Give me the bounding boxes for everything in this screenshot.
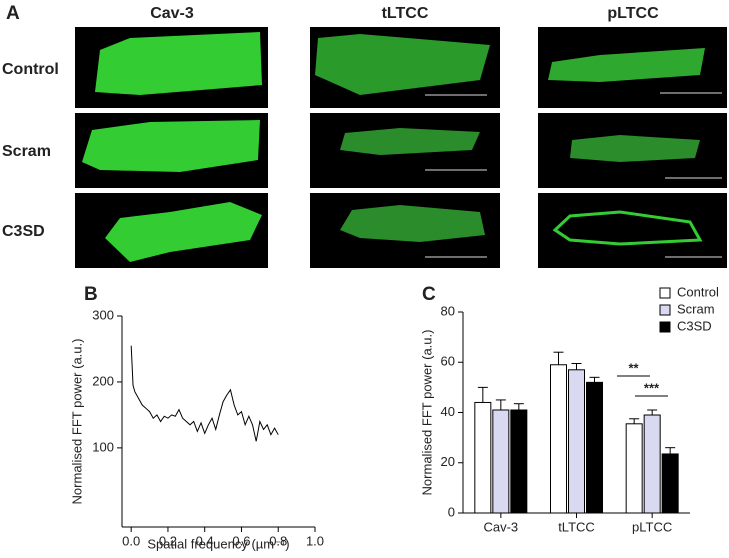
panel-letter: B	[84, 284, 98, 305]
y-tick-label: 0	[448, 504, 455, 519]
row-label: C3SD	[2, 223, 45, 240]
bar	[625, 423, 643, 514]
column-header: tLTCC	[382, 5, 429, 22]
legend-swatch	[659, 304, 671, 316]
legend-swatch	[659, 321, 671, 333]
bar	[550, 364, 567, 514]
bar	[474, 401, 492, 514]
x-tick-label: 0.2	[159, 533, 177, 548]
bar	[568, 369, 585, 514]
y-axis-label: Normalised FFT power (a.u.)	[69, 339, 84, 505]
y-tick-label: 80	[441, 303, 455, 318]
x-tick-label: 0.0	[122, 533, 140, 548]
bar	[492, 409, 510, 514]
y-tick-label: 60	[441, 354, 455, 369]
micrographs	[75, 27, 727, 268]
row-label: Control	[2, 61, 59, 78]
bar	[510, 409, 528, 514]
column-header: Cav-3	[150, 5, 194, 22]
row-label: Scram	[2, 143, 51, 160]
panel-letter: A	[6, 3, 20, 24]
legend-swatch	[659, 287, 671, 299]
x-tick-label: 0.6	[232, 533, 250, 548]
x-tick-label: 1.0	[306, 533, 324, 548]
significance-label: ***	[644, 380, 660, 395]
y-tick-label: 20	[441, 454, 455, 469]
bar	[643, 414, 661, 514]
bar	[661, 453, 679, 514]
data-line	[130, 345, 279, 442]
panel-letter: C	[422, 284, 436, 305]
x-tick-label: Cav-3	[483, 519, 518, 534]
y-tick-label: 200	[92, 373, 114, 388]
y-tick-label: 40	[441, 404, 455, 419]
x-tick-label: 0.8	[269, 533, 287, 548]
legend-label: C3SD	[677, 318, 712, 333]
column-header: pLTCC	[607, 5, 659, 22]
significance-label: **	[628, 360, 639, 375]
x-tick-label: tLTCC	[558, 519, 595, 534]
x-tick-label: pLTCC	[632, 519, 672, 534]
legend-label: Control	[677, 284, 719, 299]
x-tick-label: 0.4	[196, 533, 214, 548]
y-tick-label: 300	[92, 307, 114, 322]
y-axis-label: Normalised FFT power (a.u.)	[419, 330, 434, 496]
bar	[586, 381, 603, 514]
x-axis-label: Spatial frequency (µm⁻¹)	[147, 536, 289, 551]
y-tick-label: 100	[92, 439, 114, 454]
legend-label: Scram	[677, 301, 715, 316]
